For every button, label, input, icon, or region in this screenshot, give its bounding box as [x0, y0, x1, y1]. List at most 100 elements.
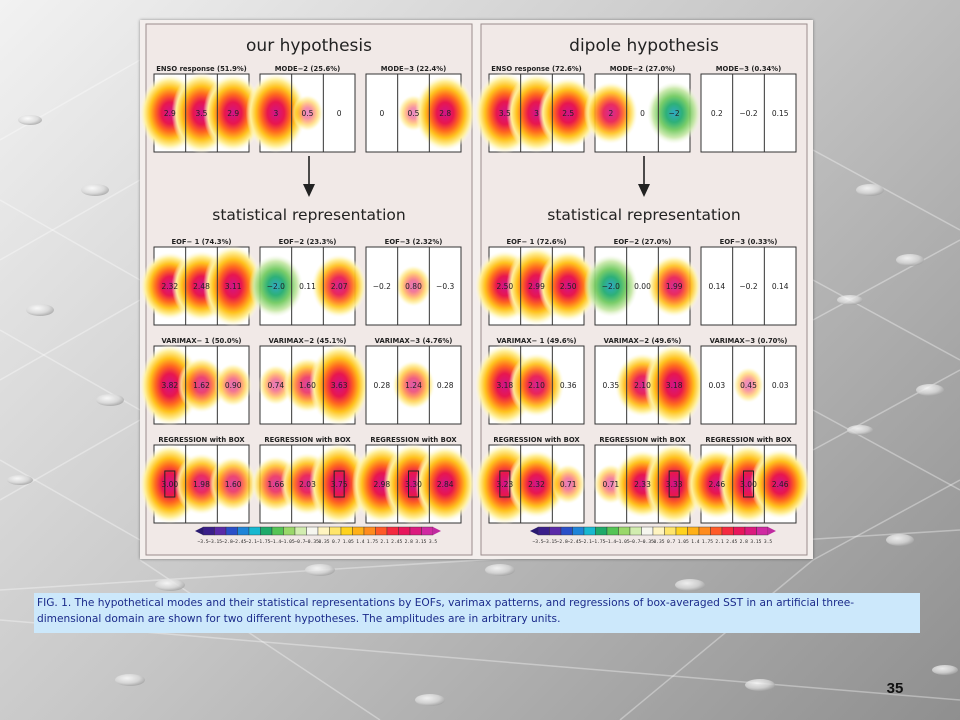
panel-label: EOF−2 (27.0%)	[614, 238, 672, 246]
colorbar-tick-label: 1.75	[367, 539, 378, 545]
colorbar-tick-label: 0.7	[667, 539, 676, 545]
amplitude-blob	[538, 77, 599, 149]
colorbar-swatch	[271, 526, 284, 536]
hypothesis-title: our hypothesis	[246, 36, 372, 56]
mode-panel: REGRESSION with BOX 2.98 3.30 2.84	[351, 436, 476, 525]
colorbar-tick-label: 3.5	[429, 539, 438, 545]
regression-box	[743, 470, 754, 498]
colorbar-tick-label: 1.05	[343, 539, 354, 545]
panel-label: VARIMAX−3 (4.76%)	[375, 337, 453, 345]
colorbar-tick-label: −2.8	[557, 539, 568, 545]
amplitude-value: 2.32	[161, 282, 178, 291]
colorbar-swatch	[537, 526, 550, 536]
amplitude-value: 3.11	[225, 282, 242, 291]
panel-label: REGRESSION with BOX	[599, 436, 686, 444]
amplitude-value: 2.48	[193, 282, 210, 291]
panel-label: VARIMAX− 1 (50.0%)	[161, 337, 241, 345]
mode-panel: REGRESSION with BOX 2.46 3.00 2.46	[686, 436, 811, 524]
amplitude-value: 3.33	[666, 480, 683, 489]
amplitude-blob	[415, 445, 476, 523]
amplitude-value: −2	[669, 109, 680, 118]
amplitude-value: 0	[379, 109, 384, 118]
panel-frame	[700, 246, 797, 326]
colorbar-tick-label: 2.45	[391, 539, 402, 545]
colorbar-left-arrow	[530, 527, 538, 535]
mode-panel: EOF−3 (0.33%) 0.14 −0.2 0.14	[700, 238, 797, 326]
mode-panel: VARIMAX−3 (0.70%) 0.03 0.45 0.03	[700, 337, 797, 425]
amplitude-blob	[177, 357, 226, 413]
amplitude-value: 0.36	[560, 381, 577, 390]
amplitude-value: 2.50	[560, 282, 577, 291]
colorbar-tick-label: −1.05	[616, 539, 630, 545]
panel-label: EOF− 1 (72.6%)	[506, 238, 566, 246]
amplitude-value: 2.46	[772, 480, 789, 489]
colorbar-swatch	[202, 526, 215, 536]
amplitude-blob	[309, 443, 370, 525]
colorbar-swatch	[398, 526, 411, 536]
figure-half-1: our hypothesis statistical representation…	[140, 23, 476, 556]
panel-label: EOF−3 (2.32%)	[385, 238, 443, 246]
colorbar-tick-label: −2.8	[222, 539, 233, 545]
figure-caption: FIG. 1. The hypothetical modes and their…	[34, 593, 920, 633]
amplitude-value: 0.90	[225, 381, 242, 390]
colorbar-swatch	[225, 526, 238, 536]
amplitude-blob	[203, 74, 264, 152]
amplitude-value: 0.28	[437, 381, 454, 390]
colorbar-tick-label: −1.05	[281, 539, 295, 545]
amplitude-value: 2.8	[439, 109, 451, 118]
colorbar-swatch	[248, 526, 261, 536]
colorbar-swatch	[363, 526, 376, 536]
amplitude-value: 0.14	[772, 282, 789, 291]
colorbar-tick-label: −3.15	[208, 539, 222, 545]
amplitude-value: 2.10	[528, 381, 545, 390]
colorbar-tick-label: −3.5	[532, 539, 543, 545]
mode-panel: EOF−2 (23.3%) −2.0 0.11 2.07	[248, 238, 367, 326]
amplitude-value: 0.71	[602, 480, 619, 489]
amplitude-value: 3.00	[161, 480, 178, 489]
amplitude-value: 0.5	[408, 109, 420, 118]
amplitude-value: 1.99	[666, 282, 683, 291]
amplitude-blob	[507, 450, 566, 518]
colorbar-swatch	[756, 526, 769, 536]
colorbar-tick-label: −0.35	[640, 539, 654, 545]
amplitude-value: 2.98	[373, 480, 390, 489]
mode-panel: REGRESSION with BOX 3.23 2.32 0.71	[474, 436, 586, 525]
panel-label: VARIMAX−3 (0.70%)	[710, 337, 788, 345]
colorbar-swatch	[583, 526, 596, 536]
amplitude-value: 3	[273, 109, 278, 118]
colorbar-swatch	[595, 526, 608, 536]
colorbar-tick-label: 2.1	[715, 539, 724, 545]
amplitude-value: −0.2	[373, 282, 391, 291]
amplitude-value: 2.5	[562, 109, 574, 118]
amplitude-blob	[248, 255, 303, 317]
hypothesis-title: dipole hypothesis	[569, 36, 719, 56]
mode-panel: ENSO response (72.6%) 3.5 3 2.5	[474, 65, 599, 154]
mode-panel: EOF− 1 (74.3%) 2.32 2.48 3.11	[140, 238, 264, 327]
colorbar-swatch	[260, 526, 273, 536]
panel-label: EOF− 1 (74.3%)	[171, 238, 231, 246]
colorbar-swatch	[641, 526, 654, 536]
amplitude-value: 0	[640, 109, 645, 118]
colorbar-tick-label: −2.1	[246, 539, 257, 545]
amplitude-value: −2.0	[602, 282, 620, 291]
panel-frame	[700, 73, 797, 153]
colorbar-tick-label: −0.7	[294, 539, 305, 545]
amplitude-value: 0.35	[602, 381, 619, 390]
colorbar-tick-label: −0.7	[629, 539, 640, 545]
regression-box	[668, 470, 680, 498]
amplitude-value: 3.23	[496, 480, 513, 489]
amplitude-value: 3.00	[740, 480, 757, 489]
amplitude-blob	[647, 82, 702, 144]
panel-label: REGRESSION with BOX	[264, 436, 351, 444]
colorbar-tick-label: 1.05	[678, 539, 689, 545]
amplitude-blob	[583, 82, 638, 144]
amplitude-value: −0.2	[739, 109, 757, 118]
colorbar-swatch	[340, 526, 353, 536]
colorbar-tick-label: −2.1	[581, 539, 592, 545]
slide-number: 35	[886, 680, 904, 697]
amplitude-blob	[644, 344, 705, 426]
amplitude-value: 2.03	[299, 480, 316, 489]
amplitude-value: 0	[337, 109, 342, 118]
regression-box	[408, 470, 419, 498]
panel-label: ENSO response (51.9%)	[156, 65, 247, 73]
